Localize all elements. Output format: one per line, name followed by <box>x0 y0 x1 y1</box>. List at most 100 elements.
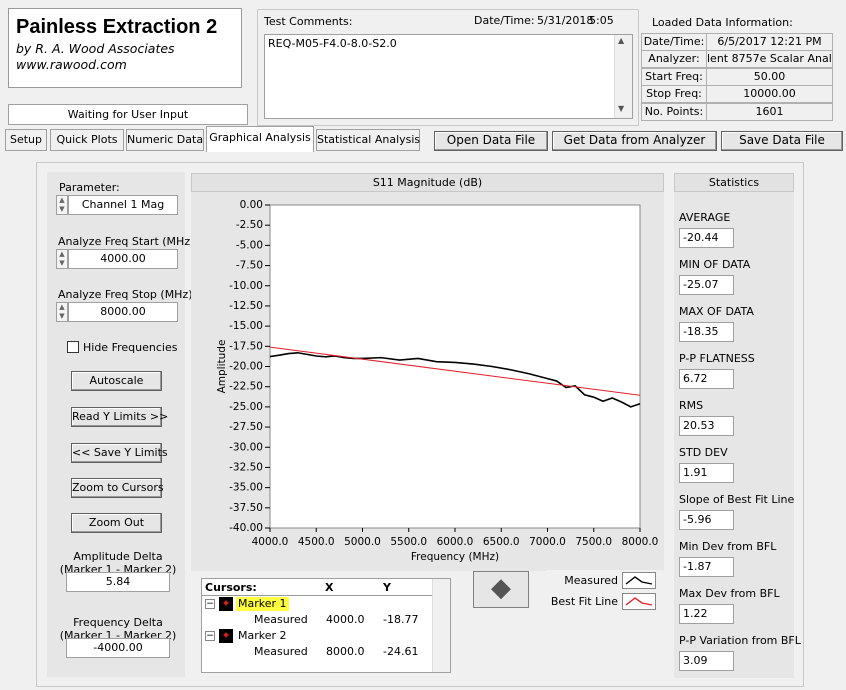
marker-name[interactable]: Marker 2 <box>238 629 287 642</box>
legend-icon <box>625 597 653 606</box>
y-tick-label: -20.00 <box>229 361 263 373</box>
stat-label: STD DEV <box>679 446 728 459</box>
x-tick-label: 7500.0 <box>575 536 612 548</box>
tree-toggle[interactable]: − <box>205 631 215 641</box>
stat-value: 20.53 <box>679 416 734 436</box>
control-value[interactable]: 8000.00 <box>68 302 178 322</box>
delta-value: 5.84 <box>66 572 170 592</box>
y-tick-label: -22.50 <box>229 381 263 393</box>
legend-line <box>625 597 653 606</box>
checkbox[interactable] <box>67 341 79 353</box>
marker-sub: Measured <box>254 613 308 626</box>
legend-label: Best Fit Line <box>550 595 618 608</box>
cursor-table <box>201 578 451 673</box>
control-label: Analyze Freq Stop (MHz) <box>58 288 193 301</box>
stat-label: P-P Variation from BFL <box>679 634 801 647</box>
control-button[interactable]: << Save Y Limits <box>71 443 168 463</box>
series-line <box>269 351 641 408</box>
legend-swatch <box>622 572 656 589</box>
control-label: Analyze Freq Start (MHz) <box>58 235 195 248</box>
info-value: 1601 <box>706 102 833 121</box>
stat-label: RMS <box>679 399 704 412</box>
time: 5:05 <box>589 14 614 27</box>
stat-label: AVERAGE <box>679 211 731 224</box>
y-tick-label: -2.50 <box>236 219 263 231</box>
stat-value: -20.44 <box>679 228 734 248</box>
marker-y: -18.77 <box>383 613 419 626</box>
info-value: 50.00 <box>706 67 833 86</box>
info-value: lent 8757e Scalar Analyz <box>706 50 833 69</box>
status-field: Waiting for User Input <box>8 104 248 125</box>
marker-sub: Measured <box>254 645 308 658</box>
stats-title: Statistics <box>674 173 794 192</box>
spinner[interactable]: ▲ ▼ <box>56 249 68 269</box>
tab[interactable]: Setup <box>5 129 47 151</box>
url: www.rawood.com <box>16 57 127 72</box>
marker-y: -24.61 <box>383 645 419 658</box>
y-tick-label: -30.00 <box>229 441 263 453</box>
x-tick-label: 5000.0 <box>344 536 381 548</box>
y-tick-label: -27.50 <box>229 421 263 433</box>
stat-value: -1.87 <box>679 557 734 577</box>
stat-label: Min Dev from BFL <box>679 540 777 553</box>
checkbox-label: Hide Frequencies <box>83 341 178 354</box>
spinner[interactable]: ▲ ▼ <box>56 195 68 215</box>
control-value[interactable]: Channel 1 Mag <box>68 195 178 215</box>
info-label: Stop Freq: <box>641 85 707 104</box>
tree-toggle[interactable]: − <box>205 599 215 609</box>
stat-value: 1.91 <box>679 463 734 483</box>
legend-line <box>625 576 653 585</box>
comments-box <box>264 34 633 119</box>
top-button[interactable]: Save Data File <box>721 131 843 151</box>
delta-value: -4000.00 <box>66 638 170 658</box>
info-label: No. Points: <box>641 102 707 121</box>
y-tick-label: -12.50 <box>229 300 263 312</box>
legend-icon <box>625 576 653 585</box>
control-label: Parameter: <box>59 181 120 194</box>
x-tick-label: 5500.0 <box>390 536 427 548</box>
delta-label: Amplitude Delta <box>73 550 163 563</box>
marker-x: 8000.0 <box>326 645 365 658</box>
tab[interactable]: Quick Plots <box>50 129 124 151</box>
control-value[interactable]: 4000.00 <box>68 249 178 269</box>
control-button[interactable]: Zoom to Cursors <box>71 478 164 498</box>
stat-label: Slope of Best Fit Line <box>679 493 795 506</box>
stat-label: MIN OF DATA <box>679 258 751 271</box>
stat-label: Max Dev from BFL <box>679 587 780 600</box>
stat-value: 3.09 <box>679 651 734 671</box>
top-button[interactable]: Open Data File <box>434 131 548 151</box>
x-tick-label: 4500.0 <box>298 536 335 548</box>
top-button[interactable]: Get Data from Analyzer <box>552 131 717 151</box>
spinner[interactable]: ▲ ▼ <box>56 302 68 322</box>
control-button[interactable]: Read Y Limits >> <box>71 407 168 427</box>
y-tick-label: -15.00 <box>229 320 263 332</box>
info-value: 10000.00 <box>706 85 833 104</box>
x-tick-label: 6000.0 <box>437 536 474 548</box>
scroll-up: ▲ <box>618 36 625 45</box>
legend-label: Measured <box>564 574 618 587</box>
control-button[interactable]: Autoscale <box>71 371 162 391</box>
control-button[interactable]: Zoom Out <box>71 513 162 533</box>
tab[interactable]: Numeric Data <box>126 129 204 151</box>
cursor-move-button[interactable]: ◆ <box>473 571 529 608</box>
info-label: Analyzer: <box>641 50 707 69</box>
x-tick-label: 7000.0 <box>529 536 566 548</box>
stat-value: 1.22 <box>679 604 734 624</box>
chart-title: S11 Magnitude (dB) <box>191 173 664 192</box>
chart: 0.00 -2.50 -5.00 -7.50 -10.00 -12.50 -15.00 -17… <box>216 199 658 563</box>
y-tick-label: -7.50 <box>236 260 263 272</box>
tab[interactable]: Statistical Analysis <box>316 129 420 151</box>
marker-x: 4000.0 <box>326 613 365 626</box>
comments-panel <box>257 9 639 126</box>
tab[interactable]: Graphical Analysis <box>206 126 314 152</box>
info-label: Date/Time: <box>641 33 707 51</box>
datetime-label: Date/Time: <box>474 14 535 27</box>
marker-icon: ✦ <box>219 629 233 643</box>
y-tick-label: -35.00 <box>229 482 263 494</box>
marker-name[interactable]: Marker 1 <box>236 597 289 611</box>
y-tick-label: -5.00 <box>236 239 263 251</box>
scroll-down: ▼ <box>618 104 625 113</box>
x-tick-label: 4000.0 <box>252 536 289 548</box>
cursor-header: Cursors: <box>205 581 257 594</box>
